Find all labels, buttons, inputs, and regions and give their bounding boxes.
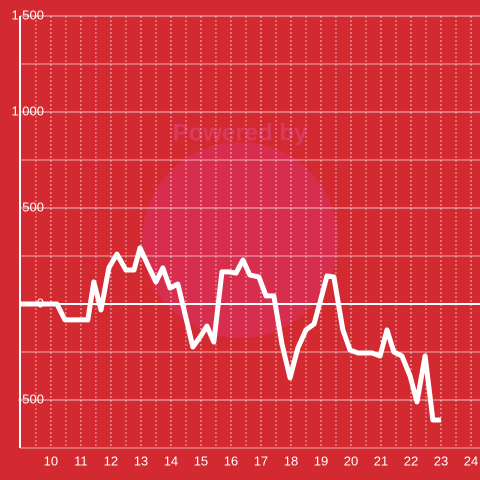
x-tick-label: 24 [464,453,478,468]
x-tick-label: 15 [194,453,208,468]
y-tick-label: 1,500 [11,7,44,22]
x-tick-label: 18 [284,453,298,468]
x-tick-label: 11 [74,453,88,468]
x-tick-label: 21 [374,453,388,468]
watermark-logo [142,142,338,338]
y-tick-label: 1,000 [11,103,44,118]
x-tick-label: 22 [404,453,418,468]
y-tick-label: 500 [22,199,44,214]
x-tick-label: 23 [434,453,448,468]
x-tick-label: 20 [344,453,358,468]
x-tick-label: 10 [44,453,58,468]
x-tick-label: 16 [224,453,238,468]
y-tick-label: -500 [18,391,44,406]
x-tick-label: 17 [254,453,268,468]
x-tick-label: 14 [164,453,178,468]
x-tick-label: 19 [314,453,328,468]
data-line [20,245,441,423]
watermark: Powered by [173,119,308,146]
x-tick-label: 12 [104,453,118,468]
x-tick-label: 13 [134,453,148,468]
